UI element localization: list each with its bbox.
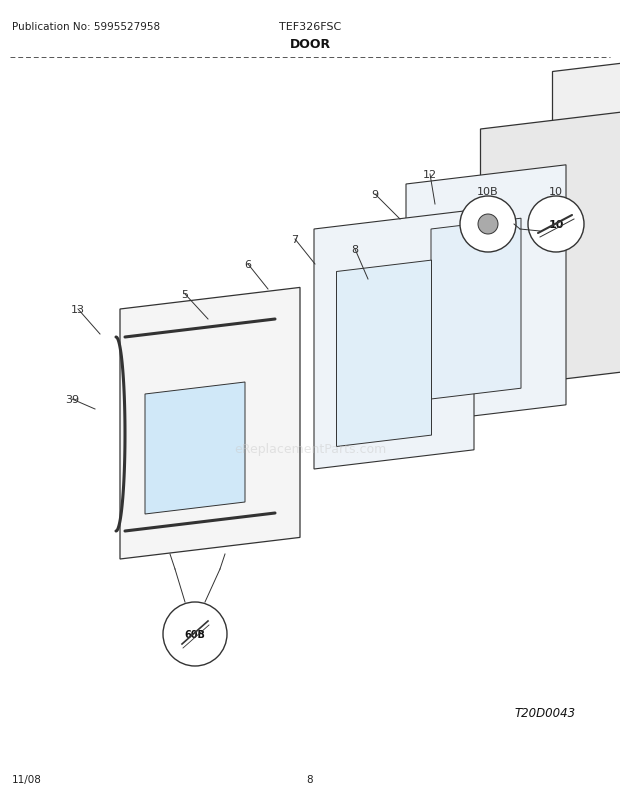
Text: 6: 6 [244, 260, 252, 269]
Text: 12: 12 [423, 170, 437, 180]
Text: 8: 8 [352, 245, 358, 255]
Text: 5: 5 [182, 290, 188, 300]
Circle shape [460, 196, 516, 253]
Text: 10B: 10B [477, 187, 499, 196]
Polygon shape [314, 211, 474, 469]
Text: 10: 10 [549, 187, 563, 196]
Polygon shape [431, 219, 521, 399]
Text: TEF326FSC: TEF326FSC [279, 22, 341, 32]
Circle shape [163, 602, 227, 666]
Text: Publication No: 5995527958: Publication No: 5995527958 [12, 22, 160, 32]
Circle shape [478, 215, 498, 235]
Text: 7: 7 [291, 235, 299, 245]
Text: 8: 8 [307, 774, 313, 784]
Polygon shape [145, 383, 245, 514]
Text: 60B: 60B [185, 630, 205, 639]
Polygon shape [406, 165, 566, 424]
Polygon shape [480, 109, 620, 390]
Text: eReplacementParts.com: eReplacementParts.com [234, 443, 386, 456]
Text: 13: 13 [71, 305, 85, 314]
Text: 9: 9 [371, 190, 379, 200]
Text: 10: 10 [548, 220, 564, 229]
Polygon shape [337, 261, 432, 447]
Text: 39: 39 [65, 395, 79, 404]
Polygon shape [120, 288, 300, 559]
Polygon shape [552, 49, 620, 357]
Text: 11/08: 11/08 [12, 774, 42, 784]
Text: 10B: 10B [477, 220, 498, 229]
Circle shape [528, 196, 584, 253]
Text: T20D0043: T20D0043 [515, 706, 575, 719]
Text: DOOR: DOOR [290, 38, 330, 51]
